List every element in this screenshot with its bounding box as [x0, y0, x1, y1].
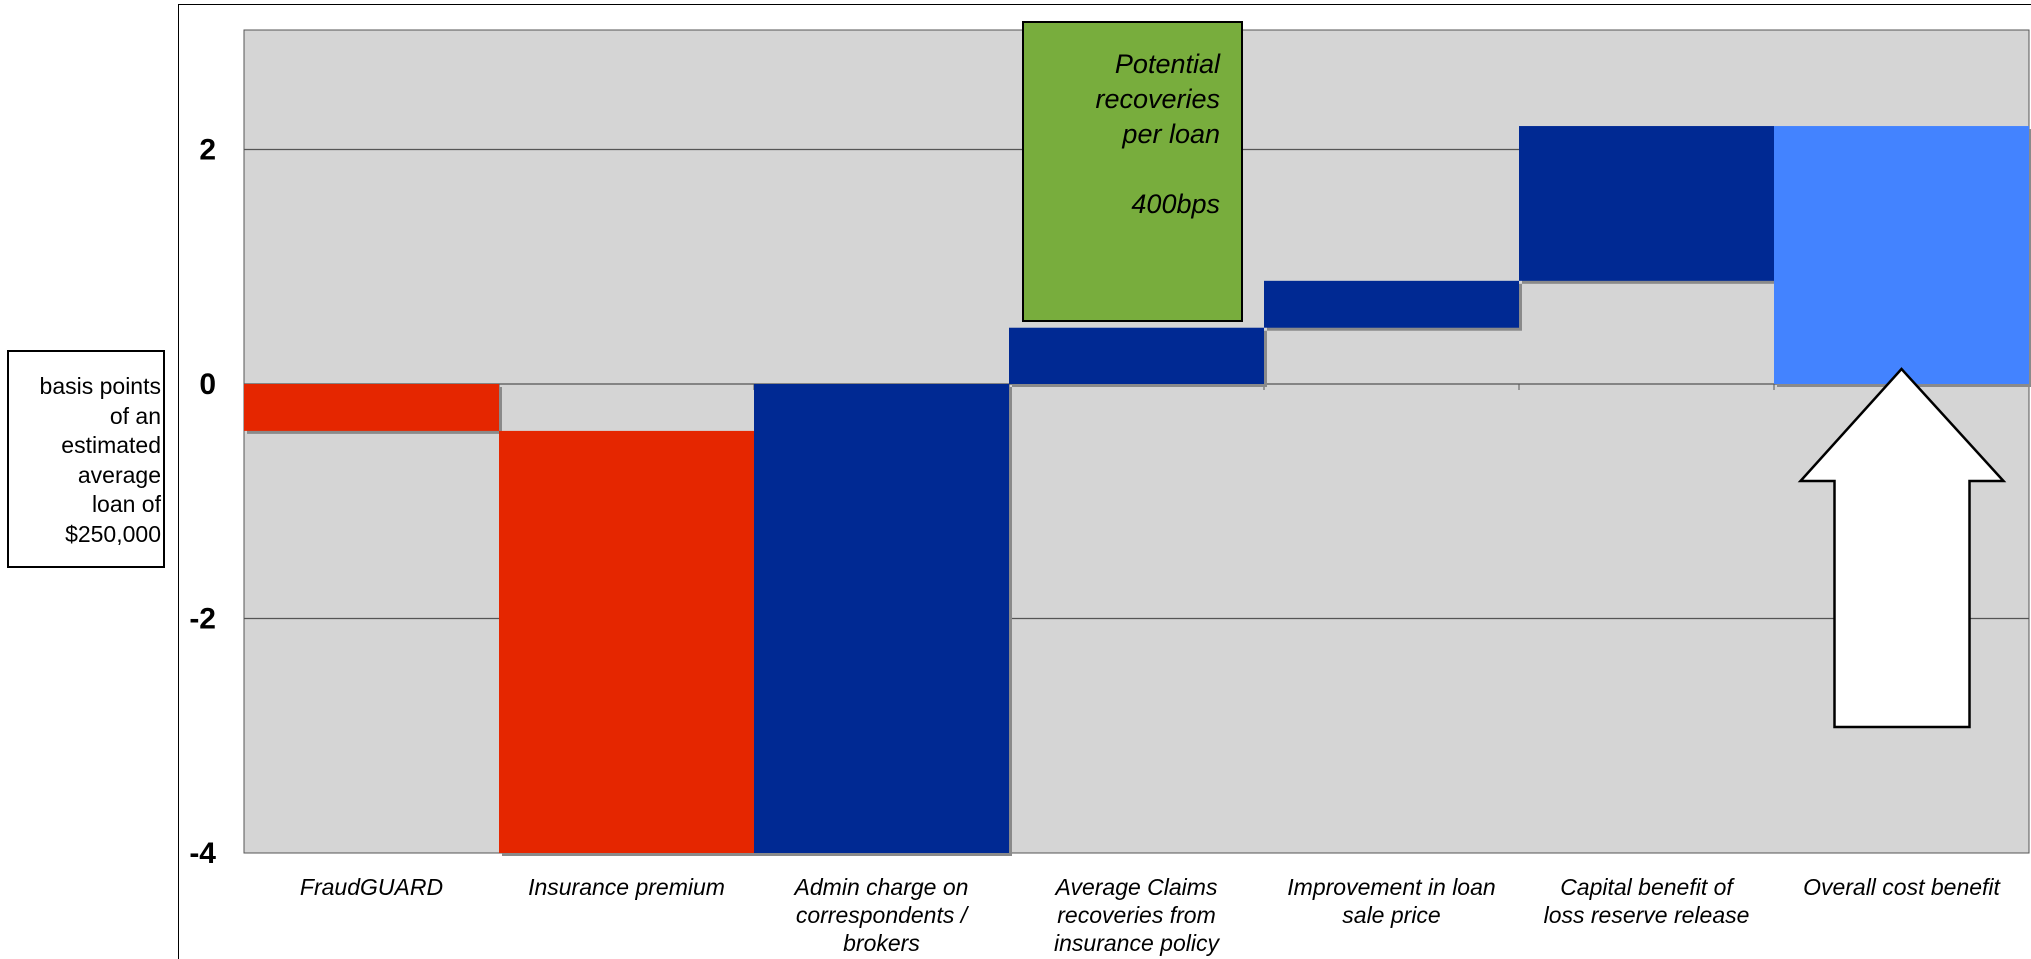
bar: [499, 430, 754, 853]
y-tick-label: 2: [199, 134, 216, 167]
y-axis-label-box: basis points of an estimated average loa…: [7, 350, 165, 568]
bar: [1264, 280, 1519, 328]
bar: [1774, 126, 2029, 385]
bar: [754, 384, 1009, 853]
callout-text: Potential recoveries per loan 400bps: [1095, 49, 1221, 219]
y-tick-labels: -4 -2 0 2: [189, 134, 216, 871]
up-arrow-icon: [1797, 367, 2007, 729]
category-label: Improvement in loan sale price: [1287, 874, 1495, 928]
chart-frame: [178, 4, 2031, 959]
recoveries-callout: Potential recoveries per loan 400bps: [1022, 21, 1243, 322]
category-label: Overall cost benefit: [1803, 874, 2001, 900]
category-label: Insurance premium: [528, 874, 725, 900]
y-tick-label: -4: [189, 837, 216, 870]
category-label: Average Claims recoveries from insurance p…: [1054, 874, 1221, 956]
y-axis-label: basis points of an estimated average loa…: [39, 373, 161, 547]
callout-box: [1022, 21, 1243, 322]
bars: [244, 126, 2031, 856]
y-tick-label: -2: [189, 603, 216, 636]
up-arrow-icon: [1797, 367, 2007, 729]
bar: [1009, 327, 1264, 384]
category-labels: FraudGUARD Insurance premium Admin charge …: [300, 874, 2002, 956]
y-tick-label: 0: [199, 368, 216, 401]
category-label: FraudGUARD: [300, 874, 443, 900]
bar: [1519, 126, 1774, 281]
bar: [244, 384, 499, 431]
category-label: Admin charge on correspondents / brokers: [793, 874, 970, 956]
category-label: Capital benefit of loss reserve release: [1544, 874, 1750, 928]
